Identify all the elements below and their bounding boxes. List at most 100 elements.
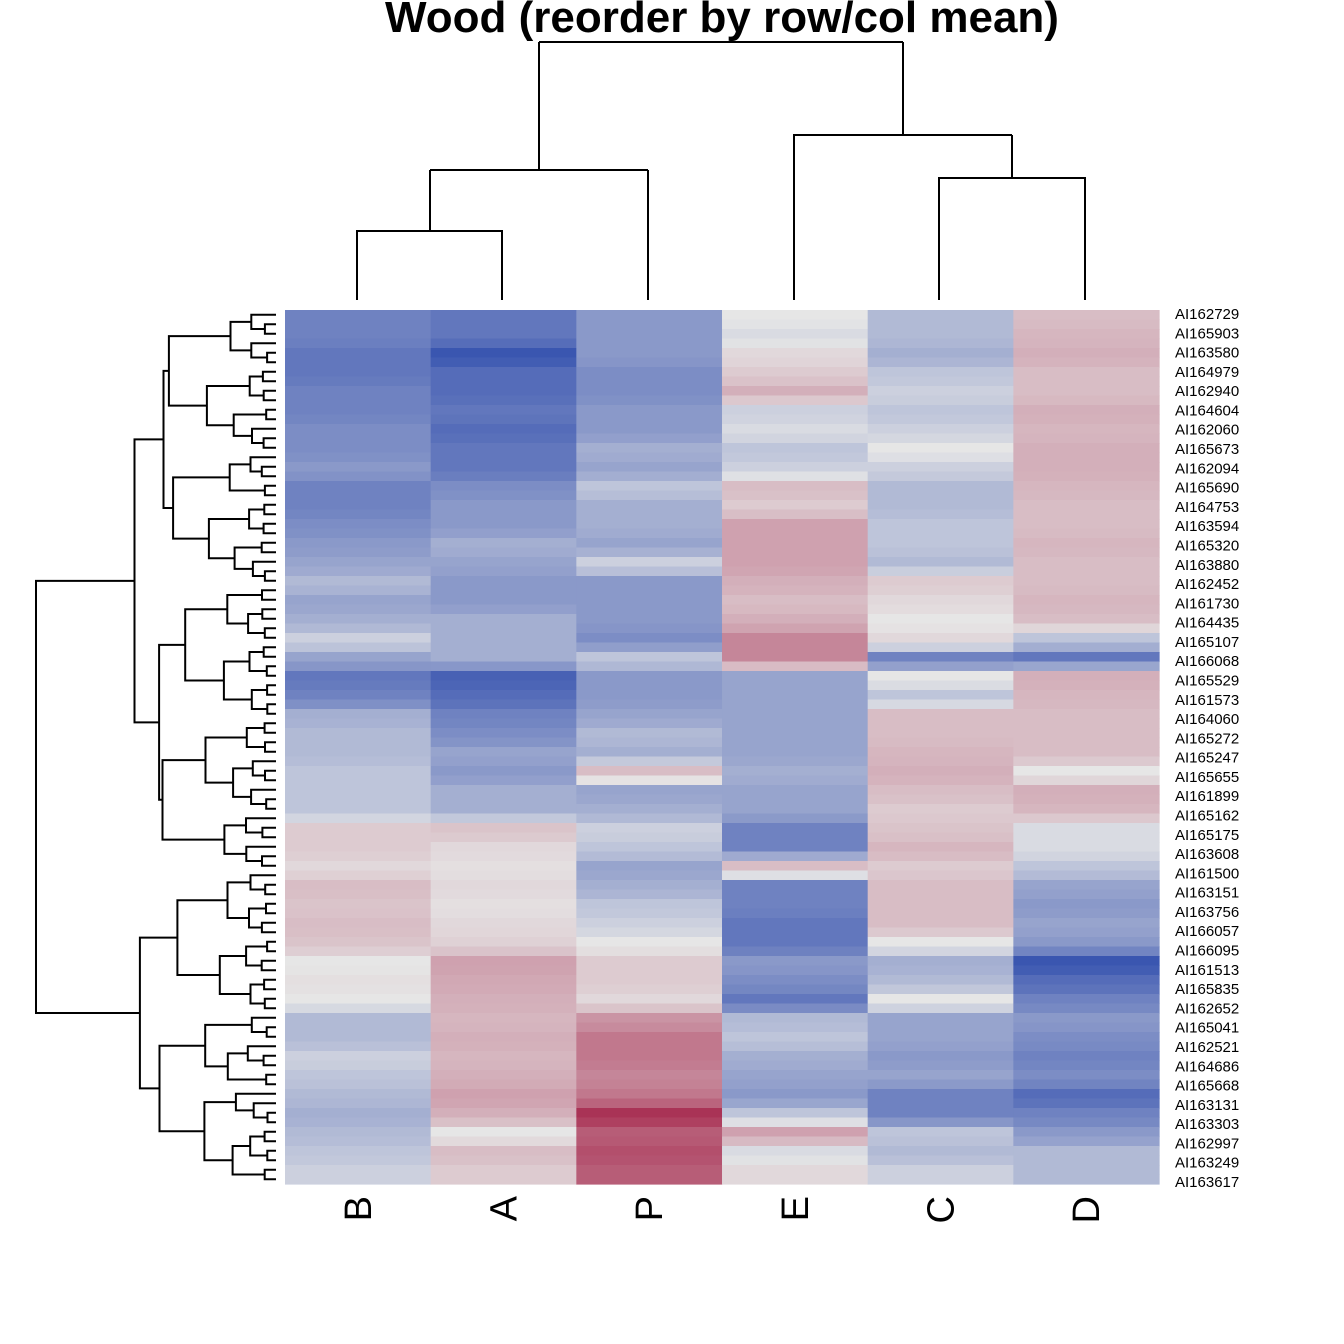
heatmap-cell xyxy=(430,424,577,435)
heatmap-cell xyxy=(722,908,869,919)
heatmap-cell xyxy=(867,956,1014,967)
heatmap-cell xyxy=(285,984,432,995)
heatmap-cell xyxy=(285,1108,432,1119)
heatmap-cell xyxy=(722,424,869,435)
heatmap-cell xyxy=(867,813,1014,824)
heatmap-cell xyxy=(867,386,1014,397)
heatmap-cell xyxy=(576,690,723,701)
heatmap-cell xyxy=(1013,405,1160,416)
heatmap-cell xyxy=(576,908,723,919)
heatmap-cell xyxy=(430,880,577,891)
heatmap-cell xyxy=(285,471,432,482)
heatmap-cell xyxy=(722,490,869,501)
heatmap-cell xyxy=(722,1108,869,1119)
row-label: AI161573 xyxy=(1175,692,1239,709)
heatmap-cell xyxy=(576,652,723,663)
heatmap-cell xyxy=(867,937,1014,948)
heatmap-cell xyxy=(722,728,869,739)
heatmap-cell xyxy=(867,1060,1014,1071)
heatmap-cell xyxy=(430,1146,577,1157)
row-label: AI164435 xyxy=(1175,615,1239,632)
heatmap-cell xyxy=(430,528,577,539)
heatmap-cell xyxy=(430,775,577,786)
heatmap-cell xyxy=(430,547,577,558)
heatmap-cell xyxy=(1013,1108,1160,1119)
heatmap-cell xyxy=(285,747,432,758)
heatmap-cell xyxy=(867,614,1014,625)
heatmap-cell xyxy=(576,946,723,957)
heatmap-cell xyxy=(722,329,869,340)
heatmap-cell xyxy=(1013,376,1160,387)
heatmap-cell xyxy=(867,443,1014,454)
heatmap-cell xyxy=(576,766,723,777)
heatmap-cell xyxy=(722,661,869,672)
heatmap-cell xyxy=(722,433,869,444)
heatmap-cell xyxy=(576,718,723,729)
heatmap-cell xyxy=(430,538,577,549)
heatmap-cell xyxy=(576,471,723,482)
heatmap-cell xyxy=(722,633,869,644)
heatmap-cell xyxy=(430,509,577,520)
heatmap-cell xyxy=(867,1136,1014,1147)
heatmap-cell xyxy=(867,1032,1014,1043)
heatmap-cell xyxy=(576,1041,723,1052)
row-label: AI166057 xyxy=(1175,923,1239,940)
heatmap-cell xyxy=(430,870,577,881)
heatmap-cell xyxy=(722,652,869,663)
heatmap-cell xyxy=(430,918,577,929)
heatmap-cell xyxy=(722,927,869,938)
heatmap-cell xyxy=(430,566,577,577)
heatmap-cell xyxy=(722,471,869,482)
heatmap-cell xyxy=(430,813,577,824)
heatmap-cell xyxy=(430,1013,577,1024)
heatmap-cell xyxy=(576,1051,723,1062)
row-label: AI163608 xyxy=(1175,846,1239,863)
heatmap-cell xyxy=(285,908,432,919)
heatmap-cell xyxy=(1013,576,1160,587)
heatmap-cell xyxy=(1013,1136,1160,1147)
heatmap-cell xyxy=(867,842,1014,853)
heatmap-cell xyxy=(1013,984,1160,995)
heatmap-cell xyxy=(722,642,869,653)
heatmap-cell xyxy=(285,975,432,986)
heatmap-cell xyxy=(576,956,723,967)
heatmap-cell xyxy=(722,547,869,558)
heatmap-cell xyxy=(430,946,577,957)
heatmap-cell xyxy=(285,433,432,444)
heatmap-cell xyxy=(576,329,723,340)
heatmap-cell xyxy=(430,576,577,587)
heatmap-cell xyxy=(867,566,1014,577)
heatmap-cell xyxy=(430,861,577,872)
heatmap-cell xyxy=(722,851,869,862)
heatmap-cell xyxy=(722,614,869,625)
heatmap-cell xyxy=(867,747,1014,758)
heatmap-cell xyxy=(1013,794,1160,805)
row-label: AI162652 xyxy=(1175,1000,1239,1017)
heatmap-cell xyxy=(1013,851,1160,862)
chart-title: Wood (reorder by row/col mean) xyxy=(385,0,1059,42)
row-label: AI164060 xyxy=(1175,711,1239,728)
heatmap-cell xyxy=(576,756,723,767)
heatmap-cell xyxy=(576,813,723,824)
heatmap-cell xyxy=(430,623,577,634)
row-label: AI165529 xyxy=(1175,673,1239,690)
heatmap-cell xyxy=(867,861,1014,872)
heatmap-cell xyxy=(867,604,1014,615)
heatmap-cell xyxy=(722,319,869,330)
heatmap-cell xyxy=(1013,1041,1160,1052)
heatmap-cell xyxy=(576,709,723,720)
heatmap-cell xyxy=(867,766,1014,777)
heatmap-cell xyxy=(722,975,869,986)
heatmap-cell xyxy=(867,1155,1014,1166)
heatmap-cell xyxy=(867,775,1014,786)
heatmap-cell xyxy=(1013,975,1160,986)
heatmap-cell xyxy=(285,490,432,501)
heatmap-cell xyxy=(867,899,1014,910)
heatmap-cell xyxy=(867,310,1014,321)
heatmap-cell xyxy=(430,671,577,682)
heatmap-cell xyxy=(1013,547,1160,558)
heatmap-cell xyxy=(1013,1051,1160,1062)
heatmap-cell xyxy=(576,528,723,539)
heatmap-cell xyxy=(1013,728,1160,739)
heatmap-cell xyxy=(722,737,869,748)
